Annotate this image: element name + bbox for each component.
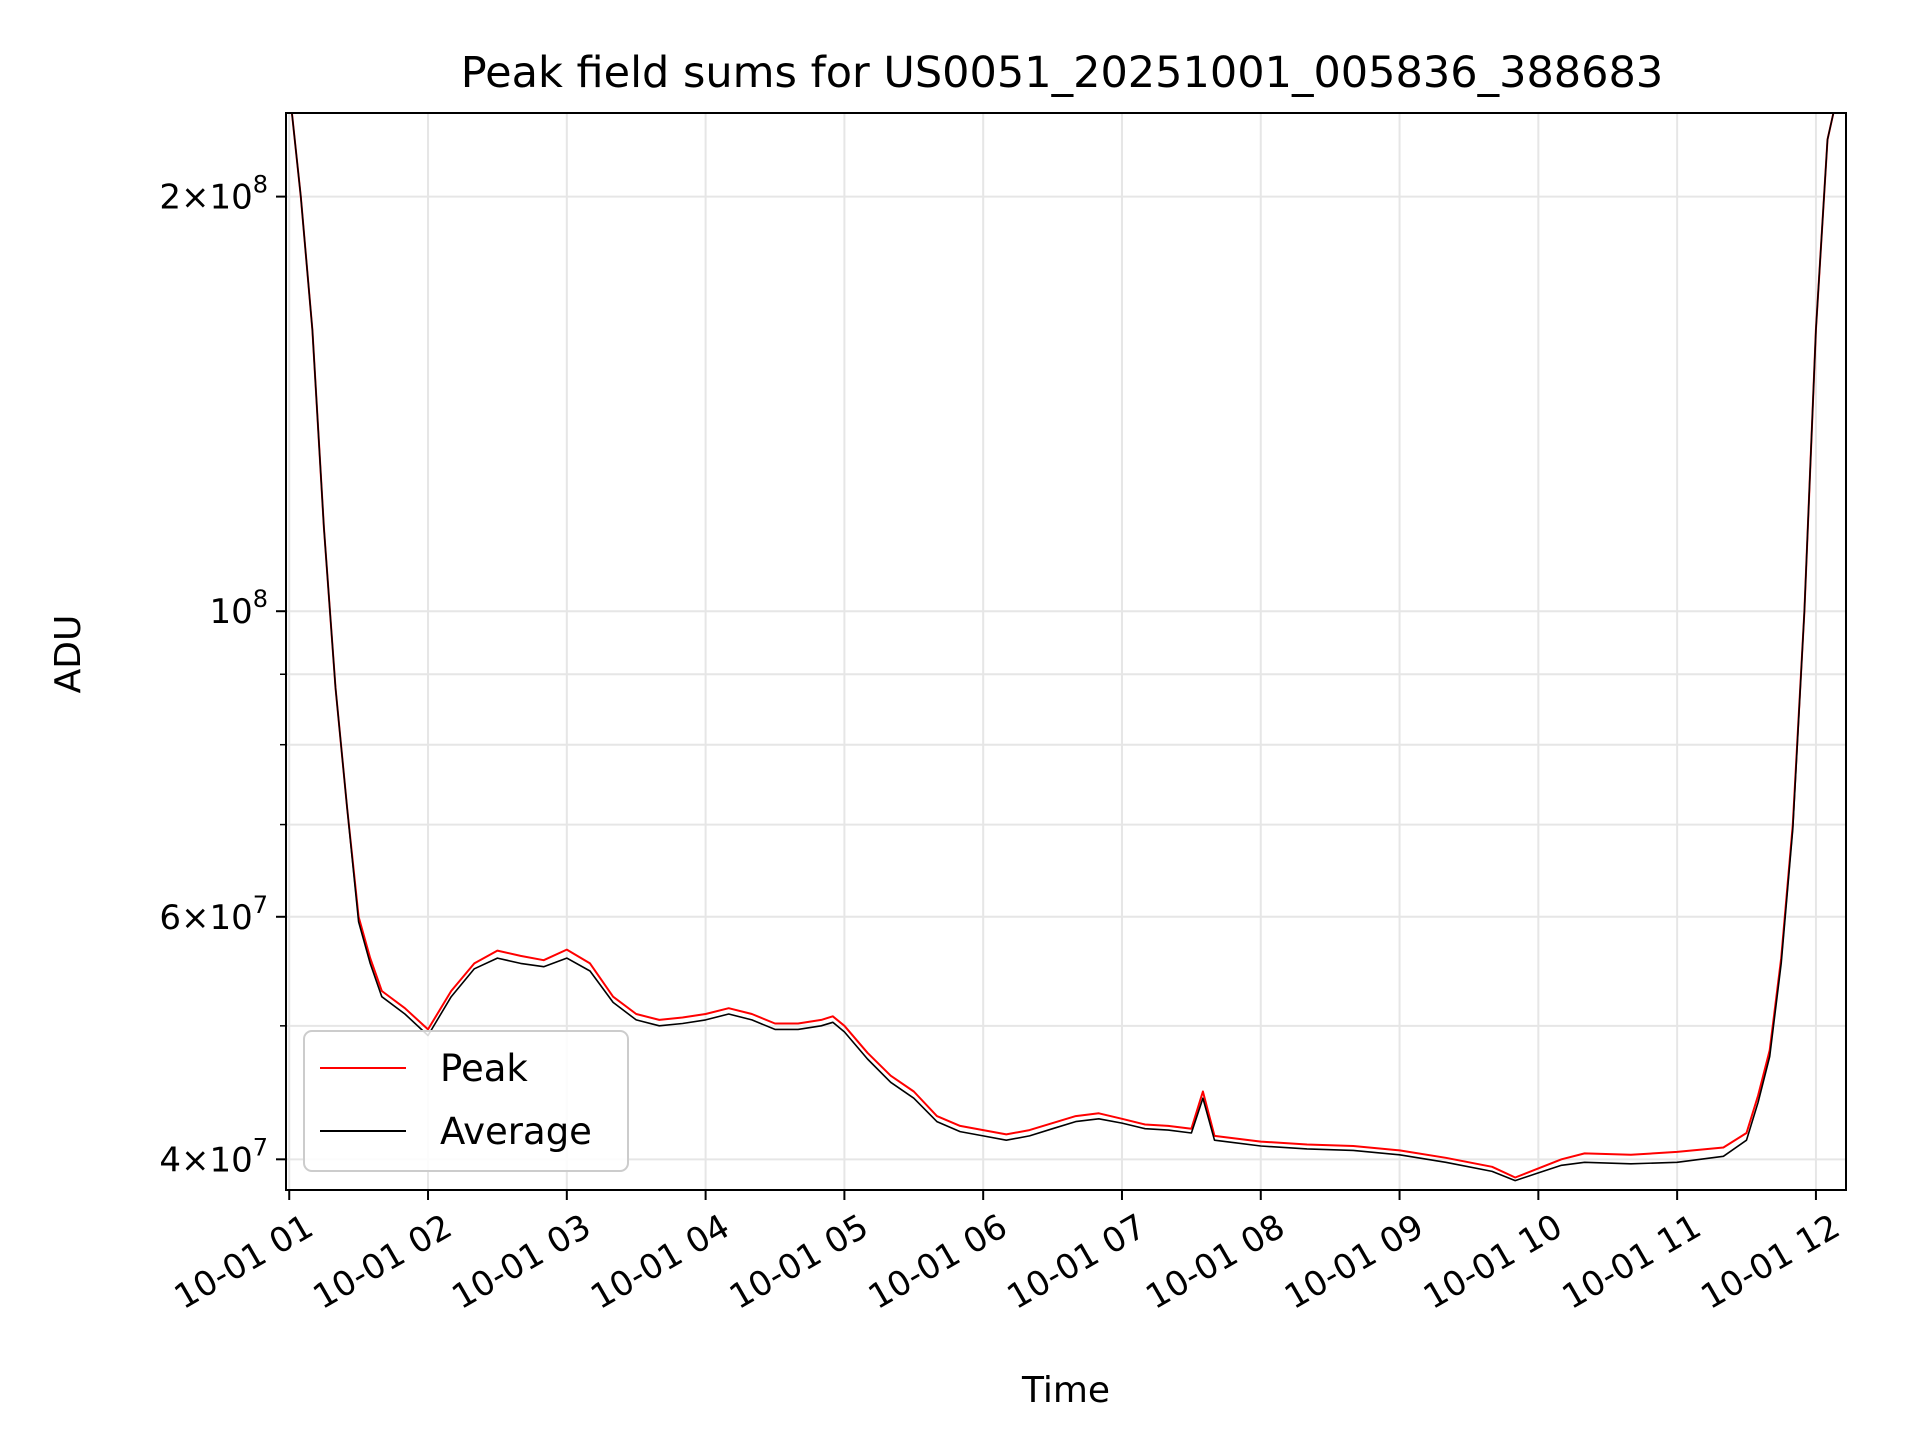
series-line-peak	[290, 113, 1835, 1179]
series-group	[290, 113, 1835, 1182]
plot-frame	[285, 112, 1847, 1191]
y-axis-title: ADU	[48, 615, 89, 694]
y-tick-label: 2×108	[159, 171, 268, 218]
y-tick-times: ×10	[181, 178, 253, 218]
plot-background	[286, 113, 1846, 1190]
y-tick-base: 4	[159, 1140, 181, 1180]
y-tick-label: 108	[209, 585, 268, 632]
y-tick-exponent: 8	[253, 585, 268, 613]
y-tick-exponent: 7	[253, 1133, 268, 1161]
y-tick-times: ×10	[181, 898, 253, 938]
legend: Peak Average	[303, 1030, 629, 1172]
chart-title: Peak field sums for US0051_20251001_0058…	[461, 48, 1664, 98]
legend-peak-label: Peak	[440, 1047, 528, 1090]
y-tick-base: 6	[159, 898, 181, 938]
y-tick-exponent: 8	[253, 171, 268, 199]
y-tick-label: 6×107	[159, 891, 268, 938]
y-tick-base: 2	[159, 178, 181, 218]
y-tick-times: ×10	[181, 1140, 253, 1180]
legend-box	[303, 1030, 629, 1172]
y-tick-ten: 10	[209, 592, 252, 632]
legend-average-label: Average	[440, 1110, 592, 1153]
x-axis-title: Time	[1021, 1370, 1110, 1411]
y-tick-exponent: 7	[253, 891, 268, 919]
y-tick-label: 4×107	[159, 1133, 268, 1180]
grid	[286, 113, 1846, 1190]
series-line-average	[291, 113, 1835, 1182]
